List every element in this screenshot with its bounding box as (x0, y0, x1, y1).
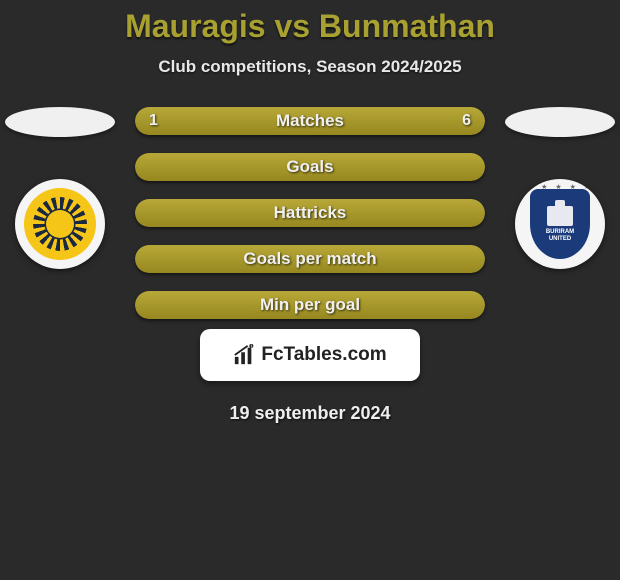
stat-label: Hattricks (135, 199, 485, 227)
mariners-badge-icon (24, 188, 96, 260)
left-player-column (5, 107, 115, 269)
date-line: 19 september 2024 (0, 403, 620, 424)
left-flag-oval (5, 107, 115, 137)
stat-label: Goals per match (135, 245, 485, 273)
stat-label: Matches (135, 107, 485, 135)
badge-text-top: BURIRAM (546, 229, 574, 236)
stat-bar-goals-per-match: Goals per match (135, 245, 485, 273)
chart-icon (233, 344, 255, 366)
stat-bar-goals: Goals (135, 153, 485, 181)
stats-column: 1 Matches 6 Goals Hattricks Goals per ma… (135, 107, 485, 319)
badge-text-bottom: UNITED (549, 236, 571, 243)
fctables-logo: FcTables.com (233, 344, 386, 366)
stat-bar-min-per-goal: Min per goal (135, 291, 485, 319)
stat-label: Min per goal (135, 291, 485, 319)
subtitle: Club competitions, Season 2024/2025 (0, 57, 620, 77)
branding-text: FcTables.com (261, 344, 386, 366)
page-title: Mauragis vs Bunmathan (0, 8, 620, 45)
comparison-card: Mauragis vs Bunmathan Club competitions,… (0, 0, 620, 424)
stat-value-right: 6 (462, 107, 471, 135)
right-player-column: ★ ★ ★ ★ ★ BURIRAM UNITED (505, 107, 615, 269)
right-flag-oval (505, 107, 615, 137)
stat-bar-hattricks: Hattricks (135, 199, 485, 227)
stat-bar-matches: 1 Matches 6 (135, 107, 485, 135)
left-club-badge (15, 179, 105, 269)
branding-box: FcTables.com (200, 329, 420, 381)
stat-label: Goals (135, 153, 485, 181)
badge-castle-icon (547, 206, 573, 226)
right-club-badge: ★ ★ ★ ★ ★ BURIRAM UNITED (515, 179, 605, 269)
buriram-badge-icon: BURIRAM UNITED (530, 189, 590, 259)
main-row: 1 Matches 6 Goals Hattricks Goals per ma… (0, 107, 620, 319)
